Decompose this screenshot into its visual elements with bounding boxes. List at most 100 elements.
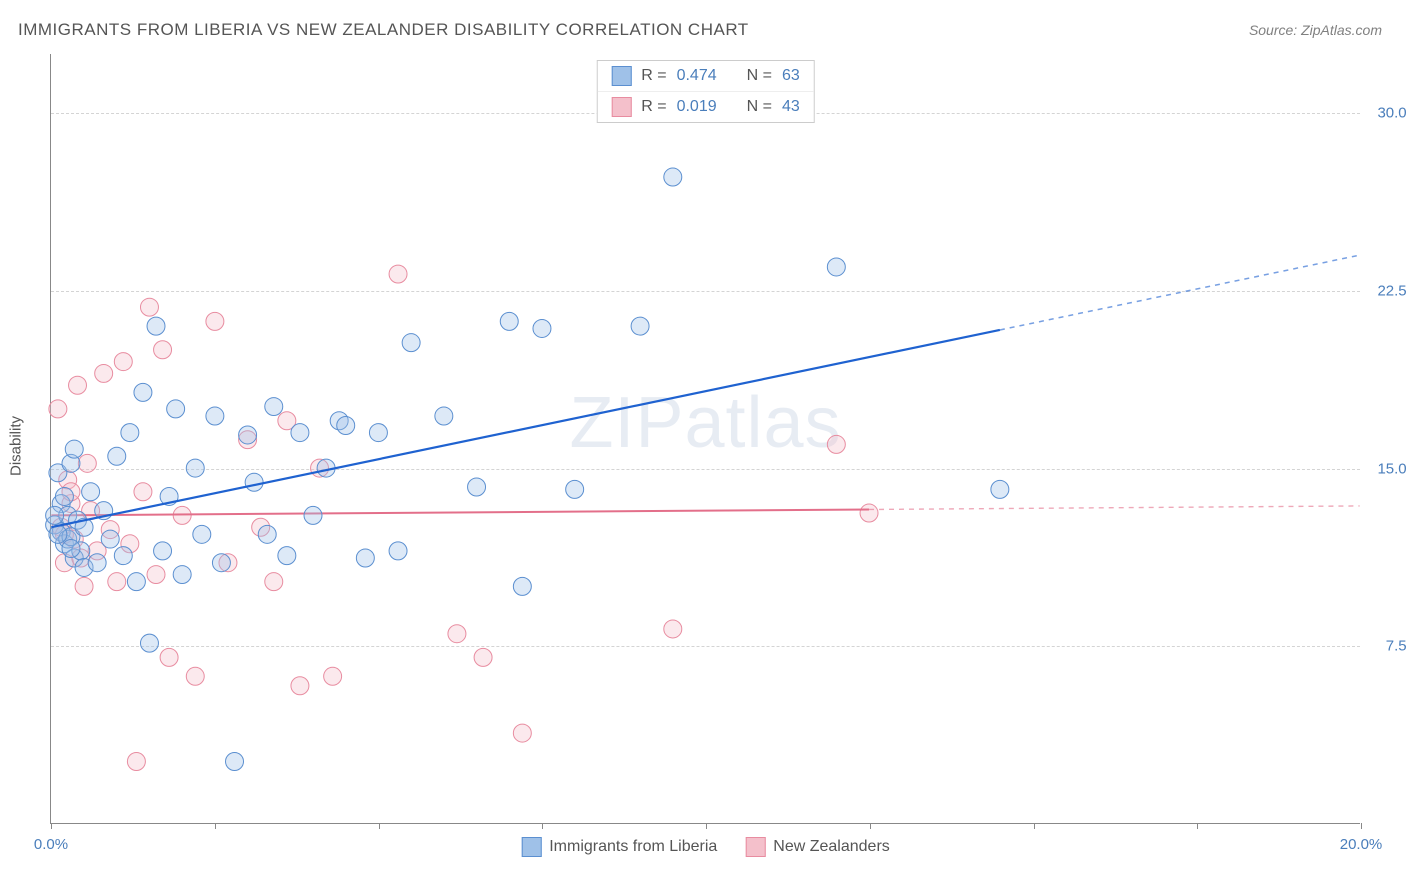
scatter-point-liberia [513,577,531,595]
x-tick [706,823,707,829]
scatter-point-liberia [88,554,106,572]
scatter-point-newzealand [154,341,172,359]
scatter-point-newzealand [474,648,492,666]
scatter-point-newzealand [134,483,152,501]
scatter-point-newzealand [75,577,93,595]
scatter-point-liberia [258,525,276,543]
legend-label-nz: New Zealanders [773,838,890,856]
scatter-point-liberia [101,530,119,548]
y-tick-label: 7.5% [1366,638,1406,655]
scatter-point-liberia [278,547,296,565]
scatter-point-newzealand [127,752,145,770]
y-tick-label: 30.0% [1366,105,1406,122]
scatter-point-liberia [46,506,64,524]
scatter-point-liberia [65,440,83,458]
scatter-point-liberia [533,319,551,337]
scatter-point-liberia [468,478,486,496]
scatter-point-newzealand [389,265,407,283]
scatter-point-newzealand [827,435,845,453]
scatter-point-liberia [140,634,158,652]
scatter-point-liberia [291,424,309,442]
scatter-point-liberia [173,566,191,584]
scatter-point-newzealand [114,353,132,371]
scatter-point-liberia [127,573,145,591]
scatter-point-liberia [435,407,453,425]
chart-title: IMMIGRANTS FROM LIBERIA VS NEW ZEALANDER… [18,20,749,40]
scatter-point-liberia [304,506,322,524]
series-legend: Immigrants from Liberia New Zealanders [521,837,890,857]
stats-legend-box: R = 0.474 N = 63 R = 0.019 N = 43 [596,60,815,123]
scatter-point-liberia [991,480,1009,498]
scatter-point-liberia [193,525,211,543]
scatter-point-liberia [147,317,165,335]
x-tick [1361,823,1362,829]
n-value-nz: 43 [782,98,800,116]
scatter-point-liberia [167,400,185,418]
n-value-liberia: 63 [782,67,800,85]
scatter-point-newzealand [108,573,126,591]
swatch-nz [745,837,765,857]
scatter-point-liberia [827,258,845,276]
scatter-point-liberia [664,168,682,186]
x-tick [870,823,871,829]
r-label: R = [641,98,666,116]
scatter-point-newzealand [186,667,204,685]
x-tick [51,823,52,829]
source-label: Source: ZipAtlas.com [1249,22,1382,38]
scatter-point-newzealand [265,573,283,591]
scatter-svg [51,54,1360,823]
y-tick-label: 22.5% [1366,282,1406,299]
scatter-point-liberia [369,424,387,442]
scatter-point-liberia [186,459,204,477]
r-label: R = [641,67,666,85]
swatch-liberia [611,66,631,86]
swatch-nz [611,97,631,117]
x-tick [215,823,216,829]
scatter-point-liberia [245,473,263,491]
r-value-nz: 0.019 [677,98,717,116]
x-tick-label: 0.0% [34,836,68,853]
scatter-point-liberia [566,480,584,498]
n-label: N = [747,67,772,85]
swatch-liberia [521,837,541,857]
r-value-liberia: 0.474 [677,67,717,85]
scatter-point-liberia [108,447,126,465]
scatter-point-liberia [206,407,224,425]
stats-row-nz: R = 0.019 N = 43 [597,91,814,122]
scatter-point-liberia [154,542,172,560]
scatter-point-newzealand [860,504,878,522]
scatter-point-liberia [114,547,132,565]
scatter-point-liberia [121,424,139,442]
n-label: N = [747,98,772,116]
x-tick [1034,823,1035,829]
stats-row-liberia: R = 0.474 N = 63 [597,61,814,91]
scatter-point-newzealand [513,724,531,742]
legend-item-liberia: Immigrants from Liberia [521,837,717,857]
scatter-point-liberia [631,317,649,335]
scatter-point-liberia [402,334,420,352]
x-tick [379,823,380,829]
scatter-point-liberia [62,540,80,558]
scatter-point-liberia [265,398,283,416]
scatter-point-liberia [389,542,407,560]
scatter-point-liberia [212,554,230,572]
scatter-point-liberia [134,383,152,401]
trendline-liberia [51,330,1000,527]
scatter-point-newzealand [147,566,165,584]
legend-label-liberia: Immigrants from Liberia [549,838,717,856]
y-tick-label: 15.0% [1366,460,1406,477]
x-tick-label: 20.0% [1340,836,1383,853]
x-tick [542,823,543,829]
scatter-point-liberia [226,752,244,770]
x-tick [1197,823,1198,829]
scatter-point-newzealand [95,364,113,382]
scatter-point-newzealand [664,620,682,638]
scatter-point-liberia [82,483,100,501]
scatter-point-newzealand [69,376,87,394]
scatter-point-newzealand [140,298,158,316]
scatter-point-liberia [500,312,518,330]
scatter-point-liberia [337,416,355,434]
legend-item-nz: New Zealanders [745,837,890,857]
scatter-point-liberia [356,549,374,567]
trendline-extension-liberia [1000,255,1360,330]
